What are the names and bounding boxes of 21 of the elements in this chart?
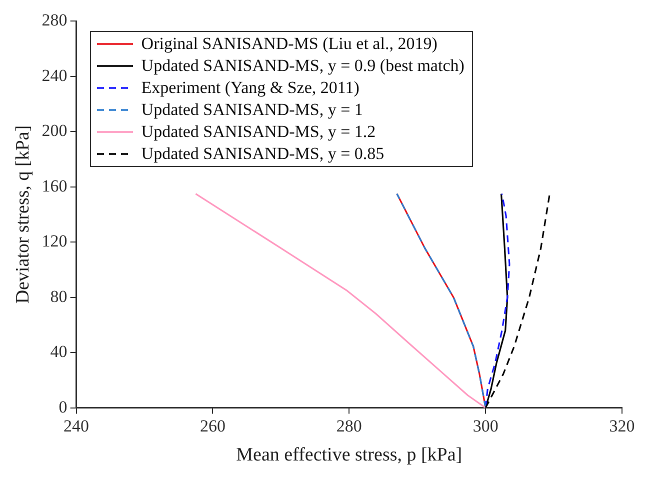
legend-label: Updated SANISAND-MS, y = 1: [141, 99, 363, 122]
y-tick-label: 40: [50, 342, 68, 362]
y-tick-label: 160: [42, 176, 68, 196]
y-axis-title: Deviator stress, q [kPa]: [12, 125, 34, 304]
legend-label: Original SANISAND-MS (Liu et al., 2019): [141, 33, 438, 56]
legend-label: Experiment (Yang & Sze, 2011): [141, 77, 360, 100]
x-tick-label: 260: [200, 416, 226, 436]
legend-label: Updated SANISAND-MS, y = 0.85: [141, 143, 384, 166]
legend-label: Updated SANISAND-MS, y = 1.2: [141, 121, 376, 144]
x-tick-label: 300: [472, 416, 498, 436]
y-tick-label: 0: [58, 397, 68, 416]
y-tick-label: 120: [42, 232, 68, 251]
y-tick-label: 80: [50, 286, 68, 306]
x-axis-title: Mean effective stress, p [kPa]: [236, 444, 462, 466]
x-tick-label: 280: [336, 416, 362, 436]
x-tick-label: 240: [64, 416, 90, 436]
y-tick-label: 200: [42, 121, 68, 140]
x-tick-label: 320: [609, 416, 635, 436]
legend-label: Updated SANISAND-MS, y = 0.9 (best match): [141, 55, 464, 78]
y-tick-label: 280: [42, 10, 68, 30]
y-tick-label: 240: [42, 66, 68, 85]
